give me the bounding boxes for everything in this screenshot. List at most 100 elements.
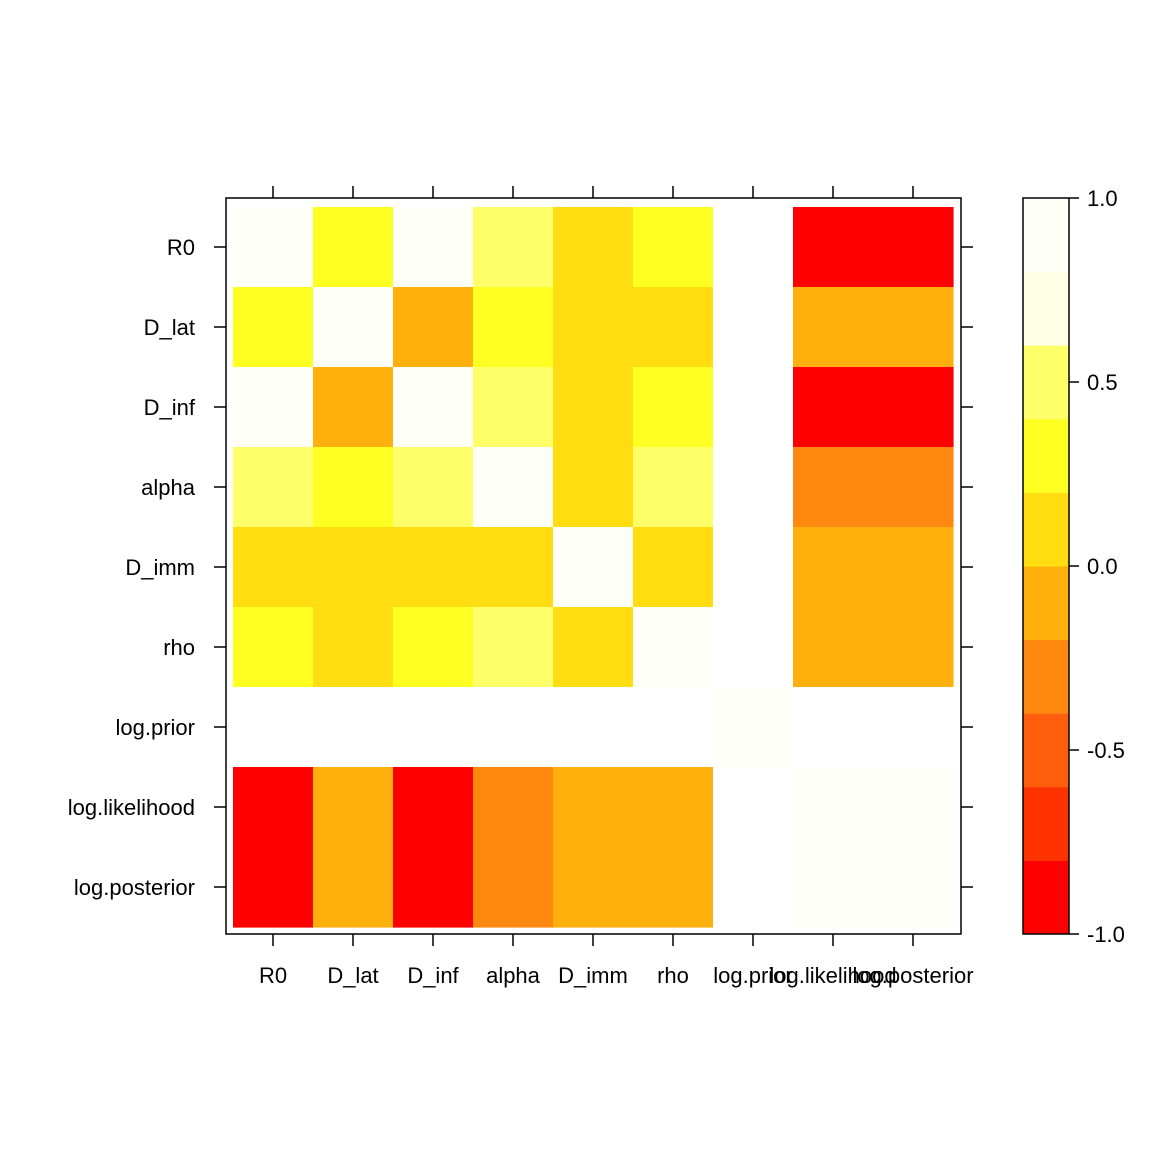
- y-tick-label: alpha: [141, 475, 196, 500]
- heatmap-cell: [793, 767, 874, 848]
- heatmap-cell: [713, 527, 794, 608]
- y-tick-label: log.likelihood: [68, 795, 195, 820]
- color-key-swatch: [1023, 418, 1069, 493]
- heatmap-cell: [713, 847, 794, 928]
- heatmap-cell: [313, 687, 394, 768]
- heatmap-cell: [473, 607, 554, 688]
- heatmap-cell: [793, 607, 874, 688]
- heatmap-cell: [393, 287, 474, 368]
- heatmap-cell: [713, 207, 794, 288]
- heatmap-cell: [313, 607, 394, 688]
- heatmap-cell: [233, 367, 314, 448]
- heatmap-cell: [633, 207, 714, 288]
- y-tick-label: rho: [163, 635, 195, 660]
- heatmap-cell: [473, 447, 554, 528]
- heatmap-cell: [393, 607, 474, 688]
- heatmap-cell: [233, 447, 314, 528]
- heatmap-cell: [553, 207, 634, 288]
- heatmap-cell: [713, 287, 794, 368]
- heatmap-cell: [233, 207, 314, 288]
- heatmap-cell: [873, 607, 954, 688]
- heatmap-cell: [793, 847, 874, 928]
- heatmap-cell: [713, 687, 794, 768]
- heatmap-cell: [793, 527, 874, 608]
- heatmap-cell: [633, 847, 714, 928]
- color-key-swatch: [1023, 566, 1069, 641]
- heatmap-cell: [633, 607, 714, 688]
- heatmap-cell: [473, 287, 554, 368]
- heatmap-cell: [713, 367, 794, 448]
- heatmap-cell: [873, 447, 954, 528]
- y-tick-label: D_imm: [125, 555, 195, 580]
- heatmap-cell: [553, 527, 634, 608]
- color-key-swatch: [1023, 492, 1069, 567]
- heatmap-cell: [713, 767, 794, 848]
- heatmap-cell: [633, 687, 714, 768]
- y-tick-label: R0: [167, 235, 195, 260]
- heatmap-cell: [393, 767, 474, 848]
- heatmap-cell: [473, 207, 554, 288]
- heatmap-cell: [473, 367, 554, 448]
- heatmap-cell: [313, 447, 394, 528]
- heatmap-cell: [313, 367, 394, 448]
- y-tick-label: D_inf: [144, 395, 196, 420]
- axis-ticks: [214, 186, 973, 946]
- heatmap-cell: [233, 287, 314, 368]
- heatmap-cell: [473, 847, 554, 928]
- heatmap-cell: [873, 207, 954, 288]
- color-key-tick-label: 0.0: [1087, 554, 1118, 579]
- heatmap-cell: [233, 767, 314, 848]
- heatmap-cell: [313, 527, 394, 608]
- color-key-swatch: [1023, 198, 1069, 273]
- heatmap-cell: [633, 367, 714, 448]
- heatmap-cell: [473, 767, 554, 848]
- x-tick-label: log.prior: [713, 963, 792, 988]
- heatmap-cell: [873, 847, 954, 928]
- heatmap-cell: [553, 287, 634, 368]
- x-tick-label: D_imm: [558, 963, 628, 988]
- heatmap-cell: [313, 287, 394, 368]
- heatmap-cell: [873, 527, 954, 608]
- y-tick-label: log.posterior: [74, 875, 195, 900]
- heatmap-cell: [633, 527, 714, 608]
- color-key-swatch: [1023, 271, 1069, 346]
- color-key-swatch: [1023, 860, 1069, 935]
- x-tick-label: log.likelihood: [769, 963, 896, 988]
- heatmap-cell: [873, 367, 954, 448]
- color-key-swatch: [1023, 639, 1069, 714]
- color-key-tick-label: 0.5: [1087, 370, 1118, 395]
- color-key-swatch: [1023, 786, 1069, 861]
- heatmap-cell: [553, 847, 634, 928]
- color-key-tick-label: -1.0: [1087, 922, 1125, 947]
- color-key: -1.0 -0.5 0.0 0.5 1.0: [1022, 186, 1125, 947]
- heatmap-cell: [233, 527, 314, 608]
- heatmap-cell: [233, 687, 314, 768]
- heatmap-cell: [393, 447, 474, 528]
- heatmap-cell: [793, 207, 874, 288]
- heatmap-cell: [393, 527, 474, 608]
- heatmap-cell: [393, 847, 474, 928]
- x-tick-label: alpha: [486, 963, 541, 988]
- heatmap-cell: [793, 687, 874, 768]
- heatmap-cell: [713, 447, 794, 528]
- y-tick-label: log.prior: [116, 715, 195, 740]
- y-tick-label: D_lat: [144, 315, 195, 340]
- heatmap-cell: [393, 367, 474, 448]
- heatmap-cell: [233, 607, 314, 688]
- heatmap-cell: [553, 367, 634, 448]
- x-tick-label: log.posterior: [852, 963, 973, 988]
- heatmap-cell: [633, 287, 714, 368]
- heatmap-cell: [713, 607, 794, 688]
- heatmap-cell: [793, 287, 874, 368]
- heatmap-cell: [873, 287, 954, 368]
- x-tick-label: D_inf: [407, 963, 459, 988]
- heatmap-cell: [393, 207, 474, 288]
- heatmap-cell: [633, 767, 714, 848]
- heatmap-cell: [233, 847, 314, 928]
- heatmap-cell: [473, 687, 554, 768]
- color-key-tick-label: 1.0: [1087, 186, 1118, 211]
- color-key-swatch: [1023, 713, 1069, 788]
- heatmap-cell: [313, 847, 394, 928]
